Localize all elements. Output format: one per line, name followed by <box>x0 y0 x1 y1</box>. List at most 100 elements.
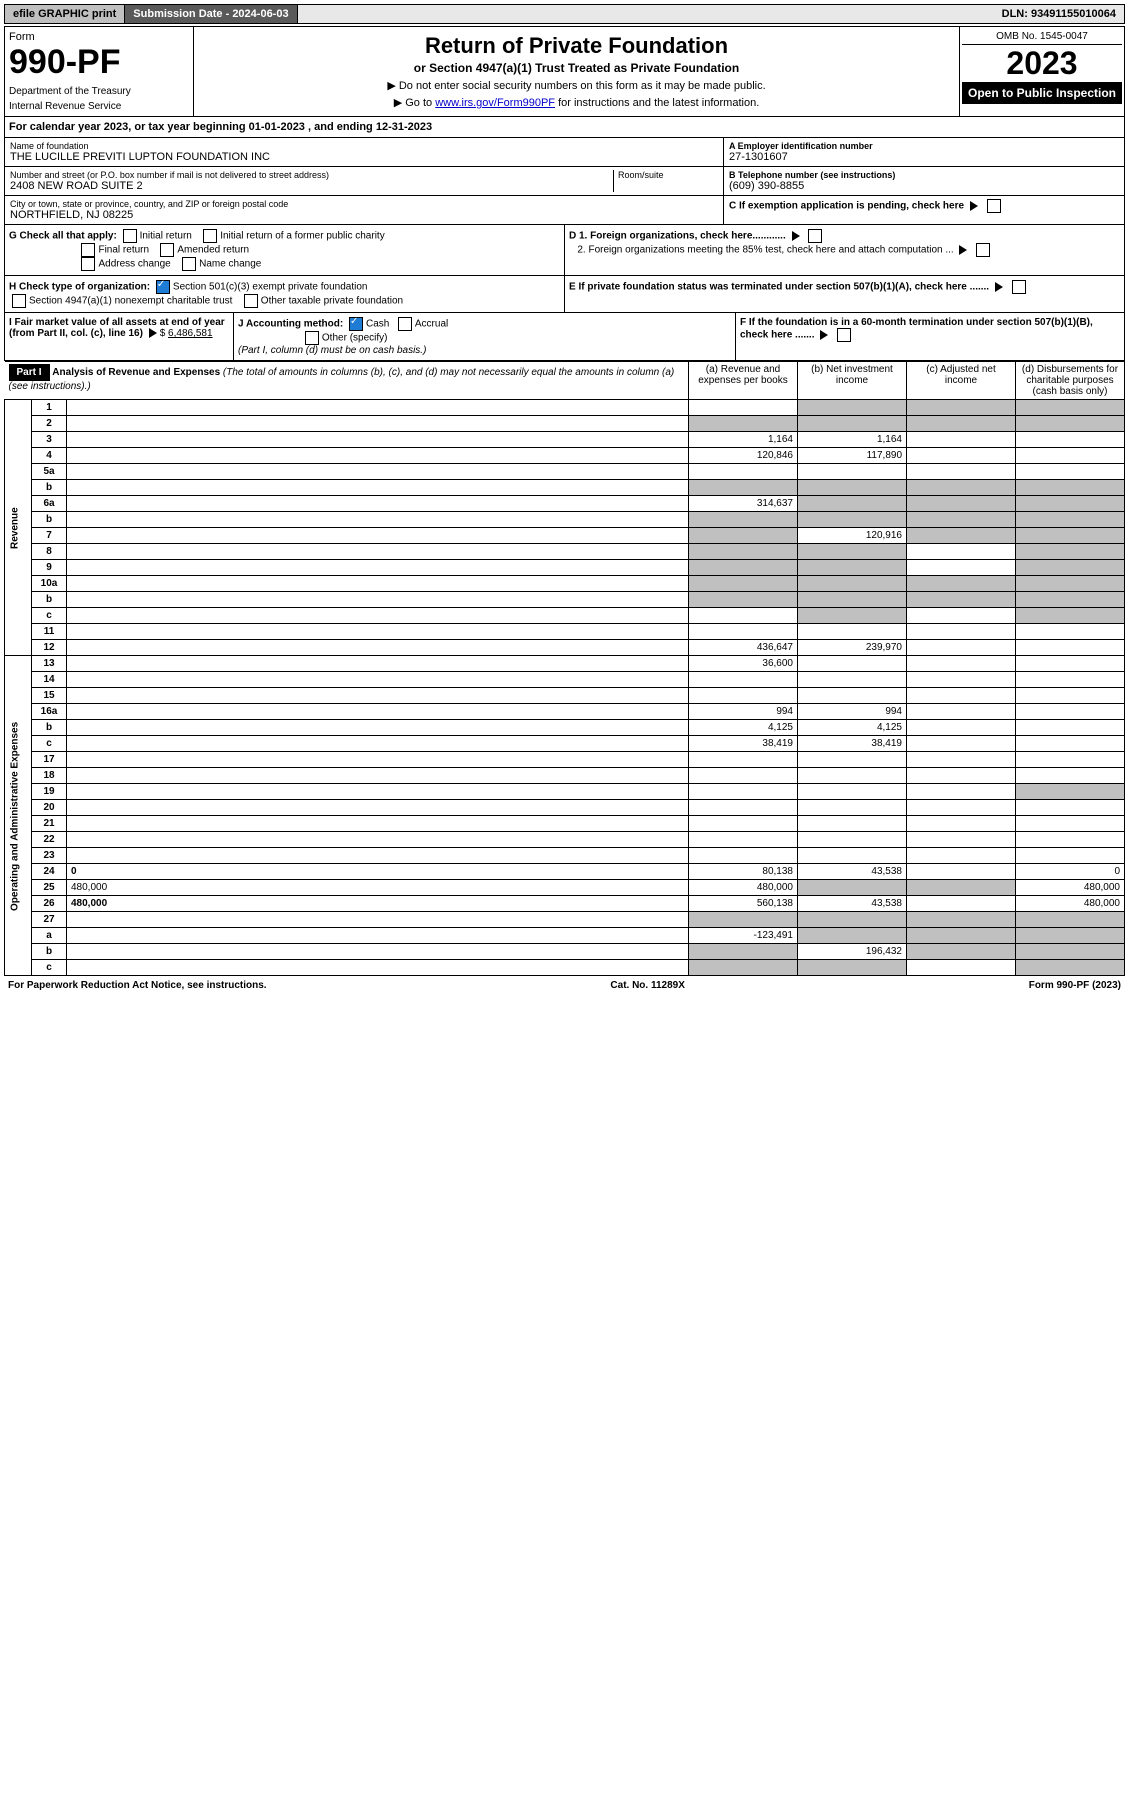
line-num: c <box>32 608 67 624</box>
table-row: 4120,846117,890 <box>5 448 1125 464</box>
open-inspection: Open to Public Inspection <box>962 82 1122 104</box>
line-num: b <box>32 944 67 960</box>
d2-checkbox[interactable] <box>976 243 990 257</box>
part1-title: Analysis of Revenue and Expenses <box>52 367 220 378</box>
line-desc <box>67 592 689 608</box>
h-label: H Check type of organization: <box>9 282 150 293</box>
table-row: 31,1641,164 <box>5 432 1125 448</box>
amt-b <box>798 848 907 864</box>
e-checkbox[interactable] <box>1012 280 1026 294</box>
amt-a <box>689 560 798 576</box>
line-num: 22 <box>32 832 67 848</box>
table-row: 19 <box>5 784 1125 800</box>
amt-c <box>907 720 1016 736</box>
cat-no: Cat. No. 11289X <box>610 980 684 991</box>
efile-print-button[interactable]: efile GRAPHIC print <box>5 5 125 23</box>
amt-d: 480,000 <box>1016 880 1125 896</box>
amt-b <box>798 544 907 560</box>
form-title: Return of Private Foundation <box>200 33 953 59</box>
line-num: 8 <box>32 544 67 560</box>
table-row: 24080,13843,5380 <box>5 864 1125 880</box>
table-row: c <box>5 608 1125 624</box>
table-row: Revenue1 <box>5 400 1125 416</box>
amt-b <box>798 752 907 768</box>
arrow-icon <box>970 201 978 211</box>
phone: (609) 390-8855 <box>729 180 1119 192</box>
j-cash[interactable] <box>349 317 363 331</box>
submission-date: Submission Date - 2024-06-03 <box>125 5 297 23</box>
table-row: 2 <box>5 416 1125 432</box>
col-d: (d) Disbursements for charitable purpose… <box>1016 362 1125 400</box>
line-desc <box>67 544 689 560</box>
amt-b <box>798 688 907 704</box>
amt-a <box>689 800 798 816</box>
amt-c <box>907 944 1016 960</box>
amt-b: 196,432 <box>798 944 907 960</box>
g-initial-return[interactable] <box>123 229 137 243</box>
d1-checkbox[interactable] <box>808 229 822 243</box>
amt-b <box>798 880 907 896</box>
amt-d <box>1016 928 1125 944</box>
h-501c3[interactable] <box>156 280 170 294</box>
line-num: 16a <box>32 704 67 720</box>
amt-d <box>1016 464 1125 480</box>
g-address-change[interactable] <box>81 257 95 271</box>
f-checkbox[interactable] <box>837 328 851 342</box>
line-num: b <box>32 720 67 736</box>
j-other[interactable] <box>305 331 319 345</box>
line-desc <box>67 816 689 832</box>
table-row: b <box>5 512 1125 528</box>
amt-c <box>907 960 1016 976</box>
form-note1: ▶ Do not enter social security numbers o… <box>200 79 953 92</box>
amt-d: 480,000 <box>1016 896 1125 912</box>
paperwork-notice: For Paperwork Reduction Act Notice, see … <box>8 980 267 991</box>
d2-label: 2. Foreign organizations meeting the 85%… <box>577 245 953 256</box>
amt-d <box>1016 912 1125 928</box>
amt-b <box>798 496 907 512</box>
col-c: (c) Adjusted net income <box>907 362 1016 400</box>
col-b: (b) Net investment income <box>798 362 907 400</box>
line-desc <box>67 832 689 848</box>
line-desc <box>67 960 689 976</box>
section-i: I Fair market value of all assets at end… <box>5 313 234 360</box>
footer: For Paperwork Reduction Act Notice, see … <box>4 976 1125 995</box>
table-row: 25480,000480,000480,000 <box>5 880 1125 896</box>
amt-a: 994 <box>689 704 798 720</box>
c-checkbox[interactable] <box>987 199 1001 213</box>
amt-a: 560,138 <box>689 896 798 912</box>
h-other-taxable[interactable] <box>244 294 258 308</box>
j-note: (Part I, column (d) must be on cash basi… <box>238 345 426 356</box>
amt-a <box>689 528 798 544</box>
form-number: 990-PF <box>9 43 189 82</box>
amt-d <box>1016 480 1125 496</box>
g-amended[interactable] <box>160 243 174 257</box>
amt-a: -123,491 <box>689 928 798 944</box>
amt-a <box>689 400 798 416</box>
g-former-public[interactable] <box>203 229 217 243</box>
amt-c <box>907 464 1016 480</box>
instructions-link[interactable]: www.irs.gov/Form990PF <box>435 97 555 109</box>
amt-d <box>1016 752 1125 768</box>
amt-d: 0 <box>1016 864 1125 880</box>
line-desc <box>67 704 689 720</box>
amt-b <box>798 832 907 848</box>
amt-b <box>798 624 907 640</box>
amt-b <box>798 960 907 976</box>
expenses-label: Operating and Administrative Expenses <box>5 656 32 976</box>
table-row: 27 <box>5 912 1125 928</box>
amt-a: 120,846 <box>689 448 798 464</box>
line-num: 17 <box>32 752 67 768</box>
table-row: c <box>5 960 1125 976</box>
amt-d <box>1016 400 1125 416</box>
amt-c <box>907 864 1016 880</box>
part1-label: Part I <box>9 364 50 381</box>
line-num: 7 <box>32 528 67 544</box>
j-accrual[interactable] <box>398 317 412 331</box>
revenue-label: Revenue <box>5 400 32 656</box>
g-final-return[interactable] <box>81 243 95 257</box>
table-row: 11 <box>5 624 1125 640</box>
h-4947[interactable] <box>12 294 26 308</box>
amt-a <box>689 960 798 976</box>
amt-b <box>798 512 907 528</box>
g-name-change[interactable] <box>182 257 196 271</box>
